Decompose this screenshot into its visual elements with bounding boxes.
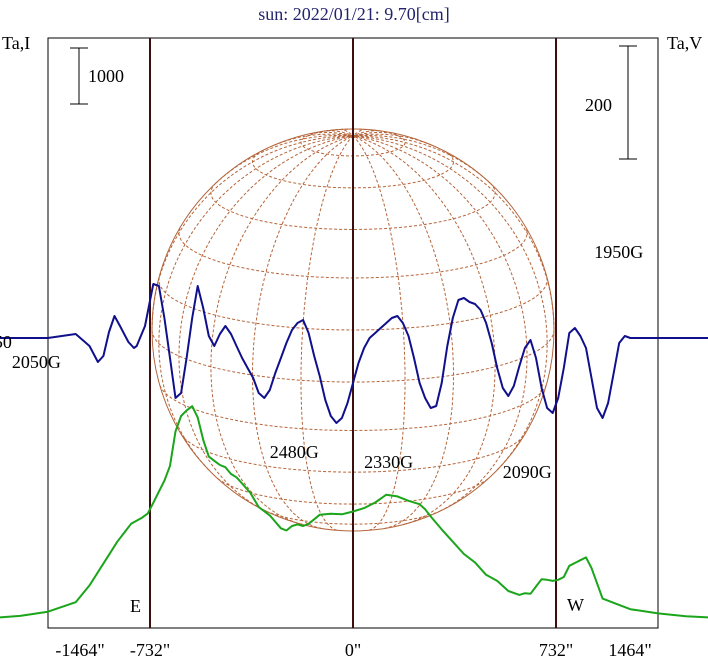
left-scale-label: 1000	[88, 66, 124, 86]
longitude-line	[210, 135, 354, 525]
chart-title: sun: 2022/01/21: 9.70[cm]	[258, 4, 450, 24]
longitude-line	[215, 134, 354, 184]
longitude-line	[326, 130, 354, 137]
longitude-line	[178, 135, 354, 512]
annotation-label: 2050	[0, 332, 12, 352]
longitude-line	[273, 133, 354, 146]
x-tick-label: 1464"	[608, 640, 651, 660]
annotation-label: 2480G	[270, 442, 319, 462]
longitude-line	[158, 135, 354, 471]
west-limb-label: W	[567, 595, 584, 615]
right-axis-label: Ta,V	[667, 33, 702, 53]
longitude-line	[352, 133, 433, 146]
latitude-line	[217, 478, 489, 505]
right-scale-label: 200	[585, 95, 612, 115]
left-axis-label: Ta,I	[2, 33, 30, 53]
annotation-label: 2050G	[12, 352, 61, 372]
series-line-i	[0, 405, 708, 619]
east-limb-label: E	[130, 596, 141, 616]
annotation-label: 2330G	[364, 452, 413, 472]
x-tick-label: 0"	[345, 640, 361, 660]
text-labels: sun: 2022/01/21: 9.70[cm] Ta,I Ta,V 1000 200…	[0, 4, 702, 660]
latitude-line	[210, 182, 496, 231]
longitude-line	[352, 135, 555, 331]
series-line-v	[0, 283, 708, 424]
longitude-line	[300, 135, 354, 531]
longitude-line	[352, 135, 548, 471]
annotation-label: 1950G	[594, 242, 643, 262]
longitude-line	[309, 131, 354, 137]
longitude-line	[352, 135, 455, 530]
longitude-line	[251, 135, 354, 530]
scale-bars	[70, 45, 637, 160]
longitude-line	[352, 134, 491, 184]
vertical-reference-lines	[149, 38, 557, 628]
annotation-label: 2090G	[503, 462, 552, 482]
longitude-line	[352, 135, 496, 525]
longitude-line	[352, 131, 397, 137]
data-series	[0, 283, 708, 619]
longitude-line	[352, 135, 528, 512]
x-tick-label: -732"	[130, 640, 170, 660]
x-tick-label: -1464"	[55, 640, 104, 660]
latitude-line	[180, 433, 526, 473]
longitude-line	[352, 135, 406, 531]
longitude-line	[352, 130, 380, 137]
longitude-line	[151, 135, 354, 331]
x-tick-label: 732"	[539, 640, 573, 660]
latitude-line	[159, 385, 547, 432]
